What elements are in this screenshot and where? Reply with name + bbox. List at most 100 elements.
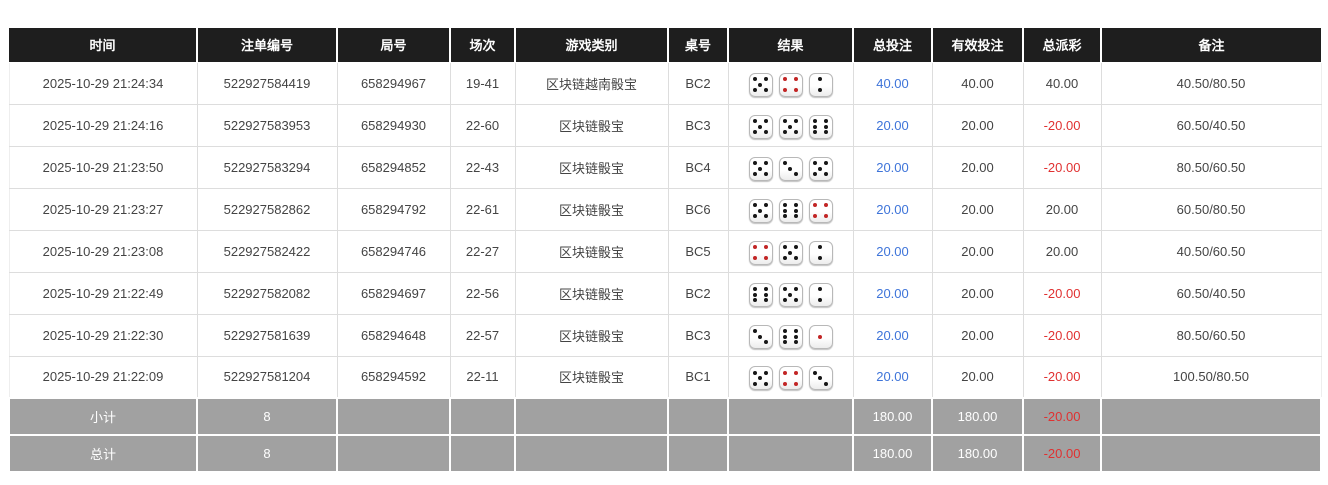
valid-bet-cell: 20.00 (931, 314, 1024, 357)
remark-cell: 80.50/60.50 (1100, 146, 1322, 189)
dice-result (748, 72, 833, 97)
total-bet-amount-link[interactable]: 20.00 (876, 159, 909, 175)
result-cell (727, 272, 854, 315)
payout-cell: 20.00 (1022, 188, 1102, 231)
session-cell-text: 19-41 (465, 75, 500, 91)
empty-cell (667, 434, 729, 473)
valid-bet-cell: 20.00 (931, 146, 1024, 189)
table-row: 2025-10-29 21:23:08 522927582422 658294746… (8, 230, 1322, 273)
table-row: 2025-10-29 21:22:09 522927581204 658294592… (8, 356, 1322, 399)
die-6-icon (748, 282, 773, 307)
total-bet-cell: 20.00 (852, 356, 933, 399)
total-bet-cell: 40.00 (852, 62, 933, 105)
total-bet-amount-link[interactable]: 20.00 (876, 327, 909, 343)
total-bet-amount-link[interactable]: 20.00 (876, 201, 909, 217)
valid-bet-cell: 20.00 (931, 188, 1024, 231)
bet-id-cell-text: 522927582862 (223, 201, 311, 217)
bet-id-cell: 522927582862 (196, 188, 338, 231)
valid-bet-cell-text: 20.00 (961, 369, 994, 385)
table-no-cell: BC3 (667, 104, 729, 147)
payout-cell: -20.00 (1022, 356, 1102, 399)
valid-bet-cell-text: 20.00 (961, 243, 994, 259)
bet-id-cell-text: 522927581204 (223, 369, 311, 385)
round-cell-text: 658294697 (360, 285, 427, 301)
table-no-cell-text: BC2 (685, 75, 711, 91)
remark-cell-text: 60.50/80.50 (1176, 201, 1246, 217)
total-bet-cell: 20.00 (852, 188, 933, 231)
round-cell: 658294852 (336, 146, 451, 189)
total-bet-amount-link[interactable]: 20.00 (876, 243, 909, 259)
empty-cell (449, 434, 516, 473)
result-cell (727, 314, 854, 357)
session-cell-text: 22-61 (465, 201, 500, 217)
die-4-icon (778, 366, 803, 391)
dice-result (748, 156, 833, 181)
summary-label-cell: 小计 (8, 397, 198, 436)
column-header-10: 备注 (1101, 28, 1321, 63)
valid-bet-cell-text: 20.00 (961, 327, 994, 343)
die-4-icon (808, 198, 833, 223)
bet-id-cell-text: 522927583953 (223, 117, 311, 133)
table-row: 2025-10-29 21:22:30 522927581639 658294648… (8, 314, 1322, 357)
remark-cell: 60.50/80.50 (1100, 188, 1322, 231)
game-type-cell-text: 区块链骰宝 (558, 202, 624, 218)
table-no-cell-text: BC1 (685, 369, 711, 385)
dice-result (748, 324, 833, 349)
game-type-cell-text: 区块链骰宝 (558, 160, 624, 176)
die-6-icon (808, 114, 833, 139)
die-2-icon (808, 72, 833, 97)
payout-cell-text: -20.00 (1043, 369, 1081, 385)
round-cell-text: 658294792 (360, 201, 427, 217)
table-row: 2025-10-29 21:24:34 522927584419 658294967… (8, 62, 1322, 105)
round-cell: 658294746 (336, 230, 451, 273)
summary-valid-bet-cell: 180.00 (931, 434, 1024, 473)
total-bet-amount-link[interactable]: 20.00 (876, 369, 909, 385)
payout-cell: 40.00 (1022, 62, 1102, 105)
payout-cell-text: -20.00 (1043, 159, 1081, 175)
time-cell-text: 2025-10-29 21:22:49 (42, 285, 164, 301)
bet-id-cell-text: 522927582082 (223, 285, 311, 301)
die-3-icon (808, 366, 833, 391)
game-type-cell: 区块链越南骰宝 (514, 62, 669, 105)
game-type-cell: 区块链骰宝 (514, 356, 669, 399)
table-no-cell: BC2 (667, 62, 729, 105)
session-cell-text: 22-43 (465, 159, 500, 175)
column-header-8: 有效投注 (932, 28, 1024, 63)
empty-cell (336, 434, 451, 473)
round-cell: 658294930 (336, 104, 451, 147)
table-no-cell-text: BC4 (685, 159, 711, 175)
round-cell: 658294592 (336, 356, 451, 399)
summary-remark-cell (1100, 434, 1322, 473)
game-type-cell-text: 区块链骰宝 (558, 244, 624, 260)
table-no-cell-text: BC3 (685, 327, 711, 343)
bet-id-cell-text: 522927583294 (223, 159, 311, 175)
column-header-7: 总投注 (853, 28, 933, 63)
dice-result (748, 114, 833, 139)
time-cell: 2025-10-29 21:24:34 (8, 62, 198, 105)
bet-id-cell: 522927581639 (196, 314, 338, 357)
total-bet-amount-link[interactable]: 20.00 (876, 117, 909, 133)
die-5-icon (748, 156, 773, 181)
session-cell: 22-56 (449, 272, 516, 315)
session-cell: 22-27 (449, 230, 516, 273)
remark-cell-text: 40.50/80.50 (1176, 75, 1246, 91)
summary-total-bet-cell: 180.00 (852, 434, 933, 473)
subtotal-row: 小计 8 180.00 180.00 -20.00 (8, 397, 1322, 436)
total-bet-amount-link[interactable]: 40.00 (876, 75, 909, 91)
session-cell: 22-61 (449, 188, 516, 231)
table-header: 时间 注单编号 局号 场次 游戏类别 桌号 结果 总投注 有效投注 总派彩 备注 (9, 28, 1321, 63)
remark-cell: 60.50/40.50 (1100, 272, 1322, 315)
time-cell-text: 2025-10-29 21:23:50 (42, 159, 164, 175)
summary-label-cell: 总计 (8, 434, 198, 473)
dice-result (748, 198, 833, 223)
remark-cell: 40.50/80.50 (1100, 62, 1322, 105)
game-type-cell: 区块链骰宝 (514, 314, 669, 357)
table-row: 2025-10-29 21:23:50 522927583294 658294852… (8, 146, 1322, 189)
remark-cell: 40.50/60.50 (1100, 230, 1322, 273)
column-header-1: 注单编号 (197, 28, 338, 63)
total-bet-amount-link[interactable]: 20.00 (876, 285, 909, 301)
column-header-6: 结果 (728, 28, 854, 63)
time-cell-text: 2025-10-29 21:22:09 (42, 369, 164, 385)
round-cell-text: 658294648 (360, 327, 427, 343)
round-cell: 658294967 (336, 62, 451, 105)
